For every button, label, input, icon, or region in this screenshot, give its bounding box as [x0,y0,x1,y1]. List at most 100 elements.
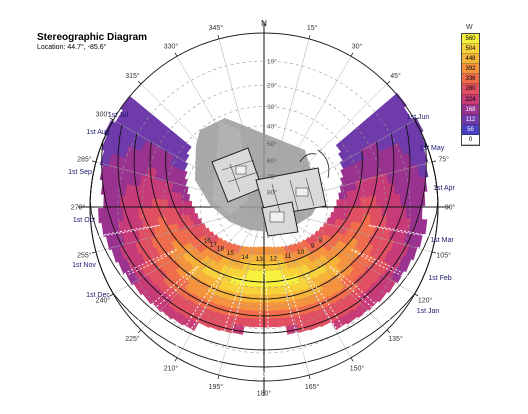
heatmap-cell [127,195,137,209]
date-label-left: 1st Nov [72,262,96,269]
heatmap-cell [389,205,399,218]
heatmap-cell [243,317,256,328]
analemma-loop [96,224,160,237]
heatmap-cell [373,205,383,217]
hour-label: 10 [297,249,305,256]
date-label-right: 1st May [420,145,445,152]
legend-level: 560 [462,34,479,45]
date-label-right: 1st Jun [407,114,430,121]
heatmap-cell [101,221,112,238]
analemma-loop [351,249,418,282]
azimuth-tick [91,160,97,163]
azimuth-tick [137,329,142,334]
date-label-right: 1st Jan [417,308,440,315]
azimuth-label: 300° [96,111,111,119]
sun-path-line [117,124,411,317]
azimuth-label: 225° [125,335,140,343]
legend-level: 56 [462,124,479,135]
legend-level: 0 [462,134,479,146]
azimuth-label: 75° [438,155,449,163]
azimuth-tick [91,251,97,254]
azimuth-label: 330° [164,42,179,50]
altitude-label: 10° [267,57,277,65]
legend-level: 504 [462,44,479,55]
heatmap-cell [271,285,281,296]
sun-path-line [101,119,427,334]
azimuth-spoke [176,206,265,358]
azimuth-tick [308,374,311,380]
date-label-left: 1st Dec [86,292,110,299]
azimuth-label: 315° [125,72,140,80]
date-label-right: 1st Apr [433,185,455,192]
analemma-loop [137,265,199,322]
date-label-left: 1st Sep [68,169,92,176]
azimuth-label: 210° [164,365,179,373]
analemma-loop [110,249,177,282]
heatmap-cell [264,254,270,264]
heatmap-cell [178,207,188,216]
location-label: Location: 44.7°, -85.6° [37,44,107,51]
altitude-label: 40° [267,122,277,130]
heatmap-cell [270,278,280,288]
legend-level: 392 [462,64,479,75]
hour-label: 12 [270,256,278,263]
azimuth-label: 165° [305,383,320,391]
azimuth-label: 195° [209,383,224,391]
azimuth-label: 285° [77,155,92,163]
date-label-left: 1st Jul [108,112,129,119]
altitude-label: 70° [267,173,277,181]
azimuth-tick [414,293,419,297]
azimuth-label: 150° [350,365,365,373]
altitude-label: 80° [267,188,277,196]
heatmap-cell [143,197,153,209]
date-label-right: 1st Feb [428,275,451,282]
diagram-labels: N 15° 30° 45° 75° 90° 105° 120° 135° 150° 165° 180°… [68,19,455,398]
azimuth-spoke [218,206,265,376]
building-floor-plan [195,118,330,237]
heatmap-cell [186,207,195,215]
azimuth-label: 90° [445,204,456,212]
altitude-label: 60° [267,157,277,165]
azimuth-tick [109,117,114,121]
heatmap-cell [372,286,388,303]
azimuth-label: 45° [390,72,401,80]
color-legend: 560 504 448 392 336 280 224 168 112 56 0 [461,33,480,147]
heatmap-cell [342,309,358,325]
date-label-right: 1st Mar [430,237,454,244]
analemma-loop [329,265,391,322]
azimuth-tick [174,52,178,57]
analemma-loop [305,274,355,352]
heatmap-cell [346,189,356,200]
azimuth-tick [174,357,178,362]
azimuth-tick [386,80,391,85]
azimuth-tick [386,329,391,334]
heatmap-cell [103,120,119,138]
heatmap-cell [111,194,121,209]
sun-path-line [149,141,379,283]
analemma-loop [173,274,223,352]
azimuth-label: 135° [388,335,403,343]
heatmap-cell [369,215,380,227]
heatmap-cell [264,310,276,320]
analemma-loop [259,268,269,378]
azimuth-tick [350,357,354,362]
heatmap-cell [269,270,278,280]
heatmap-cell [274,317,287,328]
heatmap-cell [398,256,412,273]
hour-label: 9 [311,243,315,250]
heatmap-cell [417,218,428,235]
azimuth-tick [308,34,311,40]
legend-level: 224 [462,94,479,105]
heatmap-cell [264,262,271,272]
altitude-label: 50° [267,140,277,148]
heatmap-cell [165,215,175,226]
azimuth-label: 240° [96,297,111,305]
legend-level: 448 [462,54,479,65]
legend-level: 112 [462,114,479,125]
azimuth-label: 255° [77,252,92,260]
heatmap-cell [264,302,275,312]
heatmap-cell [336,198,346,207]
legend-level: 168 [462,104,479,115]
hour-label: 18 [217,246,225,253]
heatmap-cell [405,244,418,261]
